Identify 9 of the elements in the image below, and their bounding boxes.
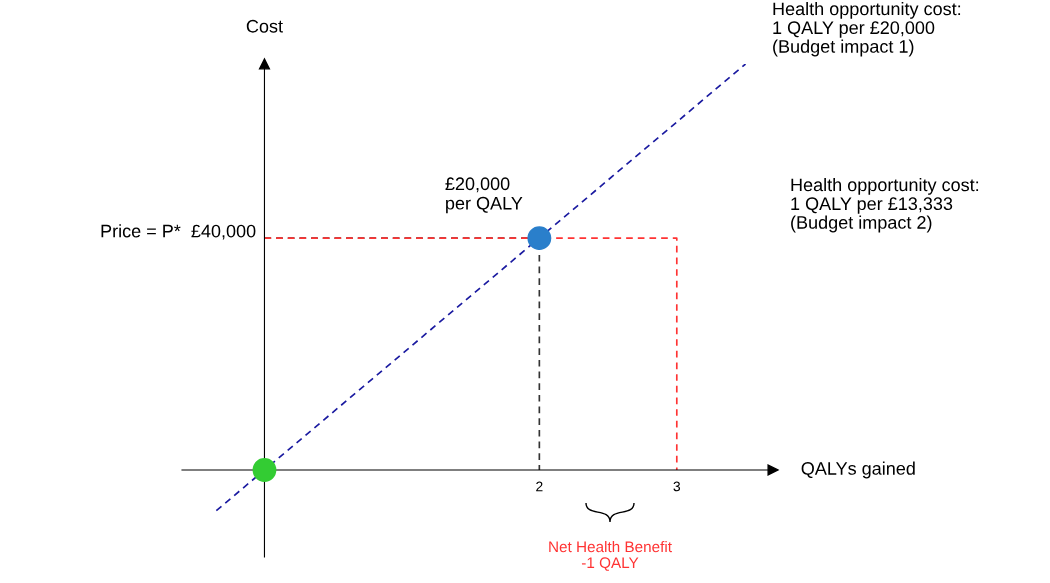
x-tick-label: 3 <box>673 481 681 492</box>
text: Health opportunity cost: 1 QALY per £13,333 (Budget impact 2) <box>791 178 979 233</box>
annotation: Price = P* £40,000 <box>101 224 256 240</box>
text: Net Health Benefit -1 QALY <box>549 541 672 571</box>
annotation: £20,000 per QALY <box>445 177 523 214</box>
x-axis-title: QALYs gained <box>801 461 915 479</box>
x-tick-label: 2 <box>536 481 543 492</box>
y-axis-title: Cost <box>246 19 283 33</box>
text: Health opportunity cost: 1 QALY per £20,000 (Budget impact 1) <box>773 2 961 57</box>
